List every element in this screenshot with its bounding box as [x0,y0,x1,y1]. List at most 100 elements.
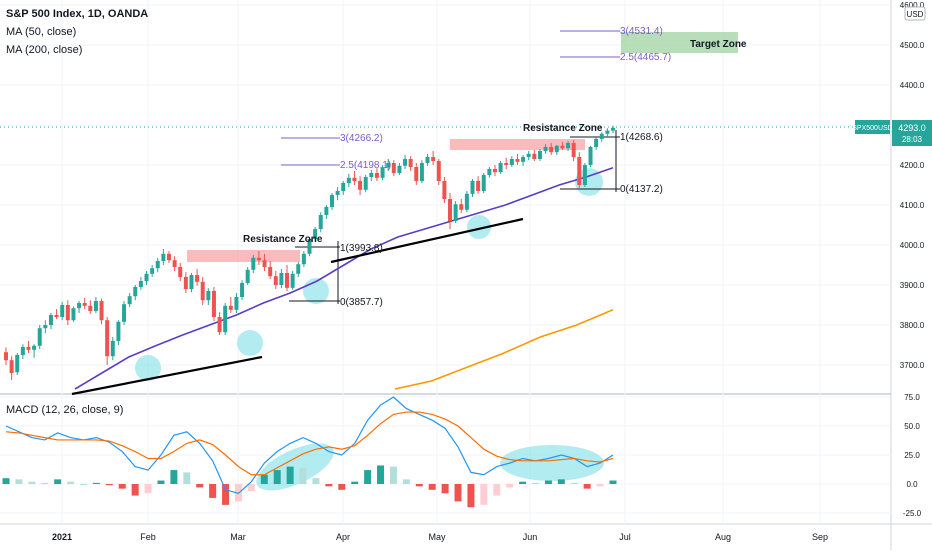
price-tick-label: 3800.0 [900,321,925,330]
candle [43,320,48,333]
candle-body [324,207,329,215]
fib1-bottom-label: 0(3857.7) [340,297,383,308]
candle [504,157,509,169]
candle [65,300,70,325]
candle-body [397,165,402,173]
candle [582,163,587,187]
candle-body [566,143,571,149]
candle-body [48,315,53,325]
ma200-legend[interactable]: MA (200, close) [6,44,83,56]
candle-body [509,159,514,165]
candle-body [32,345,37,350]
candle-body [122,304,127,322]
candle [594,137,599,150]
candle-body [296,264,301,274]
macd-histogram-bar [338,484,346,490]
currency-badge[interactable] [904,6,926,21]
candle [487,167,492,178]
candle [127,293,132,307]
candle-body [329,195,334,207]
candle [4,347,8,365]
candle [228,297,233,313]
highlight-circle [237,330,263,356]
ma50-legend[interactable]: MA (50, close) [6,26,77,38]
candle-body [251,257,256,270]
candle [20,344,25,359]
candle-body [386,163,391,168]
signal-line [5,411,614,476]
candle-body [318,215,323,229]
fib1-ext3-label: 3(4266.2) [340,133,383,144]
candle-body [211,291,216,317]
target-zone [621,32,738,53]
candle-body [268,267,273,277]
candle-body [431,157,436,161]
fib2-ext3-label: 3(4531.4) [620,26,663,37]
candle [285,265,290,291]
resistance-zone-2 [450,139,585,150]
macd-histogram-bar [325,484,333,487]
candle [408,156,413,171]
candle [397,163,402,175]
candle [391,160,396,177]
candle-body [77,303,82,309]
candle-body [82,303,87,306]
candle [195,269,200,286]
candle-body [380,167,385,178]
candle-body [206,291,211,301]
candle [251,255,256,273]
fib1-top-label: 1(3993.8) [340,243,383,254]
ma-layer [74,167,614,390]
candle-body [419,163,424,181]
candle [150,265,155,277]
candle-body [256,257,261,261]
time-tick-label: Mar [230,532,246,542]
candle [48,313,53,329]
candle [183,272,188,293]
candle-body [110,341,115,357]
price-axis[interactable] [891,0,932,550]
candle-body [138,281,143,287]
price-tick-label: 4500.0 [900,41,925,50]
candle [554,145,559,155]
macd-histogram-bar [2,478,10,484]
macd-histogram-bar [454,484,462,502]
candle [245,267,250,285]
candle [470,179,475,197]
candle-body [526,153,531,157]
price-tick-label: 4000.0 [900,241,925,250]
candle-body [172,260,177,267]
candle [442,177,447,203]
macd-histogram-bar [144,484,152,494]
candle [464,191,469,213]
candle [60,301,65,321]
candle-body [200,281,205,301]
candle-body [217,317,222,333]
candle-body [99,301,104,321]
candle [256,251,261,265]
candle-body [144,273,149,281]
candle-body [290,273,295,288]
resistance-zone-1 [187,250,300,262]
macd-histogram-bar [183,472,191,484]
chart-title[interactable]: S&P 500 Index, 1D, OANDA [6,8,149,20]
candles-layer [4,125,615,381]
candle [498,161,503,174]
macd-legend[interactable]: MACD (12, 26, close, 9) [6,404,124,416]
candle-body [195,275,200,282]
macd-histogram-bar [260,474,268,484]
candle-body [577,157,582,185]
candle [605,128,610,137]
candle [425,153,430,166]
candle-body [234,297,239,310]
candle [588,145,593,167]
currency-label: USD [907,10,924,19]
highlight-circle [135,355,161,381]
candle-body [582,165,587,185]
price-tag-countdown: 28:03 [902,135,923,144]
candle [172,256,177,271]
candle [26,341,31,353]
candle [138,277,143,290]
